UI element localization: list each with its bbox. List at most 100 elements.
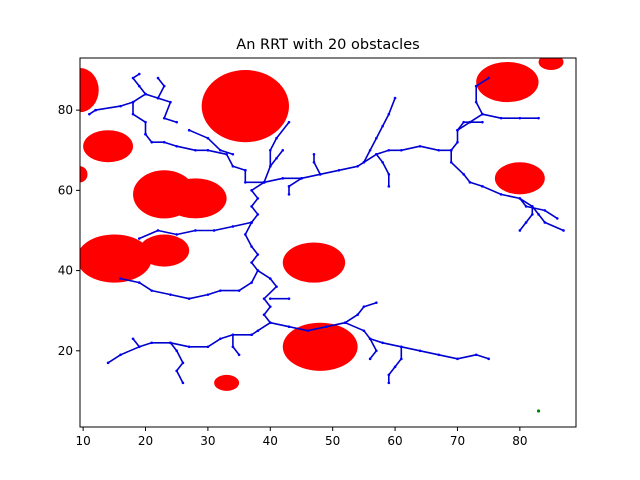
tree-node: [268, 297, 272, 300]
tree-node: [256, 197, 260, 200]
tree-node: [437, 353, 441, 357]
tree-node: [169, 100, 172, 104]
tree-node: [175, 233, 179, 236]
tree-node: [169, 293, 172, 296]
tree-node: [387, 373, 391, 377]
tree-node: [231, 225, 235, 228]
tree-node: [456, 140, 459, 144]
tree-branch: [95, 93, 146, 111]
tree-branch: [369, 338, 378, 360]
tree-node: [387, 173, 391, 176]
tree-node: [262, 313, 266, 316]
tree-node: [237, 353, 241, 357]
x-tick-label: 70: [450, 434, 465, 448]
tree-node: [343, 321, 347, 325]
tree-node: [137, 84, 141, 88]
tree-node: [131, 337, 135, 341]
tree-node: [175, 369, 179, 373]
tree-node: [219, 289, 222, 292]
tree-node: [518, 197, 522, 200]
tree-branch: [107, 333, 252, 364]
tree-node: [219, 148, 222, 152]
tree-branch: [387, 346, 403, 383]
tree-node: [250, 221, 253, 224]
tree-node: [144, 92, 147, 96]
y-tick-label: 80: [58, 103, 73, 117]
tree-node: [144, 120, 147, 124]
x-tick-label: 20: [138, 434, 153, 448]
tree-node: [137, 72, 141, 76]
tree-node: [137, 237, 141, 240]
obstacle: [164, 178, 227, 219]
tree-node: [119, 277, 122, 280]
tree-node: [268, 164, 272, 168]
tree-node: [169, 341, 172, 345]
tree-node: [150, 289, 154, 292]
tree-node: [287, 120, 291, 124]
tree-branch: [482, 113, 539, 119]
obstacle: [139, 234, 190, 267]
tree-node: [518, 116, 522, 120]
tree-node: [481, 112, 484, 116]
tree-node: [312, 160, 316, 164]
tree-branch: [207, 149, 246, 172]
tree-node: [437, 148, 441, 152]
tree-branch: [132, 73, 147, 95]
tree-node: [106, 361, 110, 365]
tree-node: [187, 297, 191, 300]
tree-node: [456, 128, 459, 132]
tree-node: [499, 193, 503, 196]
x-axis: 10 20 30 40 50 60 70 80: [75, 427, 527, 448]
tree-node: [225, 152, 228, 156]
tree-node: [268, 277, 272, 280]
x-tick-label: 60: [387, 434, 402, 448]
tree-node: [281, 177, 285, 180]
tree-node: [287, 325, 291, 329]
tree-node: [300, 177, 303, 180]
obstacle: [214, 374, 240, 391]
obstacle: [80, 166, 88, 183]
tree-branch: [244, 222, 259, 272]
obstacle: [282, 322, 358, 371]
x-tick-label: 80: [512, 434, 527, 448]
tree-branch: [363, 97, 396, 163]
tree-branch: [157, 97, 177, 123]
tree-node: [474, 353, 478, 357]
tree-node: [144, 132, 147, 136]
obstacle: [282, 242, 346, 283]
tree-branch: [244, 170, 265, 184]
tree-node: [281, 148, 285, 152]
tree-node: [206, 345, 210, 349]
tree-node: [555, 217, 559, 220]
tree-node: [449, 148, 453, 152]
tree-node: [275, 136, 278, 140]
tree-node: [375, 136, 378, 140]
tree-node: [88, 112, 91, 116]
tree-node: [400, 345, 403, 349]
tree-branch: [313, 154, 321, 175]
tree-node: [268, 148, 272, 152]
tree-node: [524, 205, 528, 208]
tree-node: [262, 297, 266, 300]
tree-node: [518, 229, 522, 232]
tree-node: [137, 281, 141, 284]
y-axis: 20 40 60 80: [58, 103, 80, 358]
tree-branch: [450, 121, 471, 151]
tree-node: [356, 164, 359, 168]
tree-node: [231, 333, 235, 337]
tree-node: [237, 289, 241, 292]
tree-branch: [145, 77, 165, 99]
tree-node: [150, 341, 154, 345]
tree-node: [400, 148, 403, 152]
tree-node: [531, 205, 534, 208]
tree-node: [175, 120, 179, 124]
tree-node: [162, 116, 166, 120]
tree-node: [275, 285, 278, 288]
tree-node: [474, 100, 478, 104]
tree-node: [474, 84, 478, 88]
tree-node: [468, 181, 472, 184]
x-tick-label: 40: [263, 434, 278, 448]
tree-node: [250, 261, 253, 264]
tree-branch: [344, 321, 489, 360]
